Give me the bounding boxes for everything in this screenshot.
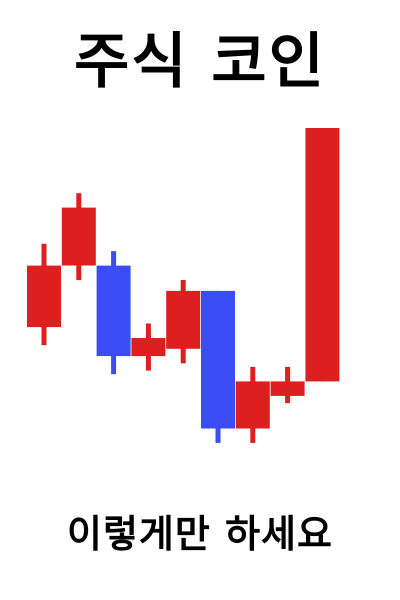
candle-body-8	[270, 381, 305, 396]
caption: 이렇게만 하세요	[67, 512, 333, 556]
candle-body-5	[166, 290, 201, 349]
candle-body-2	[61, 207, 96, 266]
candle-body-1	[27, 265, 61, 328]
page-title: 주식 코인	[74, 27, 326, 97]
candle-body-3	[96, 265, 131, 357]
candle-body-7	[235, 381, 270, 429]
candle-body-4	[131, 338, 166, 357]
candle-body-9	[305, 128, 340, 382]
candle-body-6	[201, 290, 235, 429]
